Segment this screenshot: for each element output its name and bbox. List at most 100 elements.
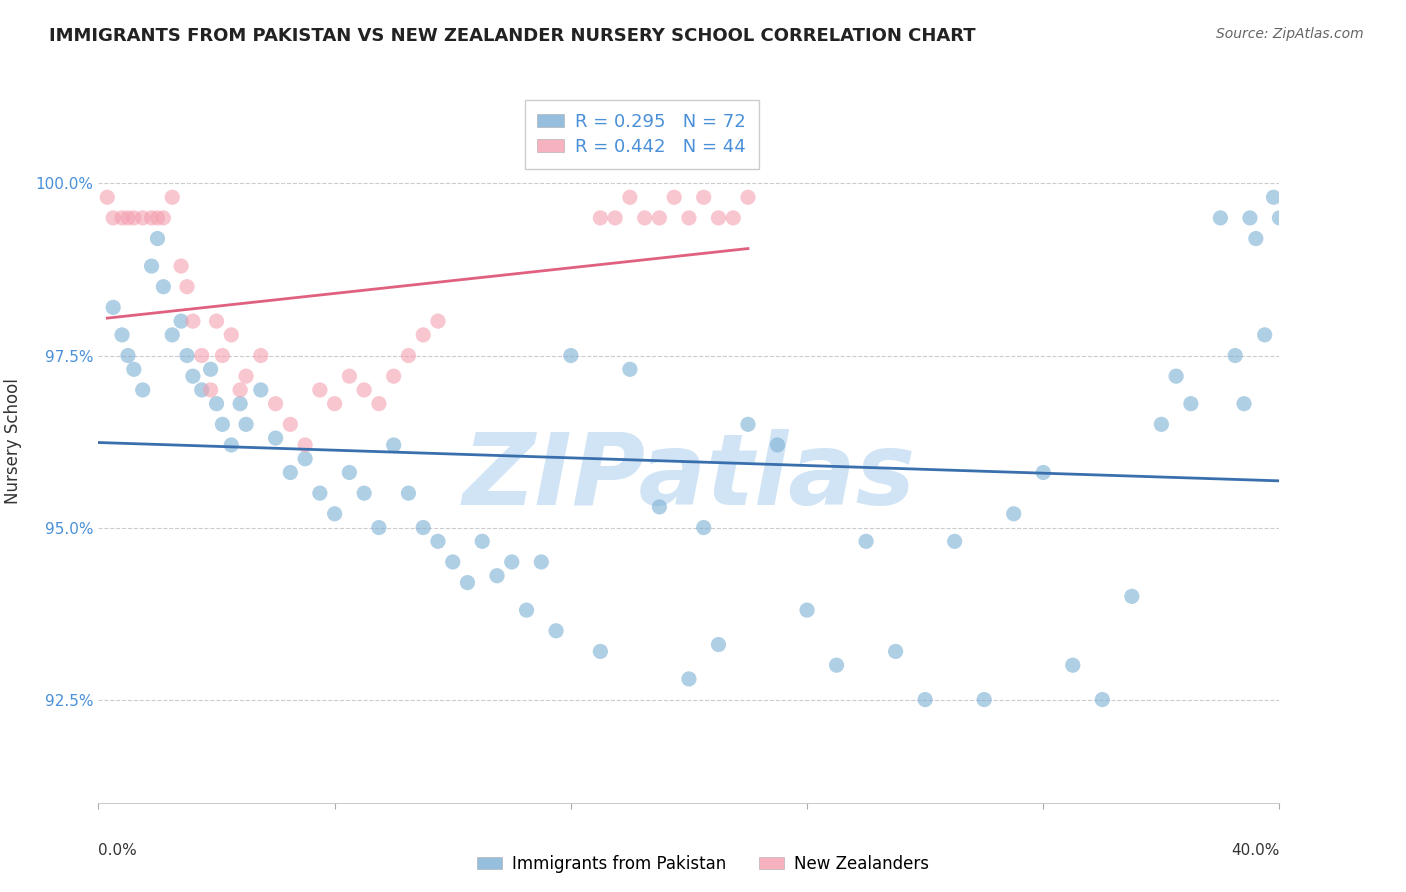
Point [111, 211, 134, 225]
Point [1180, 397, 1202, 411]
Point [486, 568, 509, 582]
Point [339, 466, 361, 480]
Point [1150, 417, 1173, 432]
Point [1209, 211, 1232, 225]
Point [589, 644, 612, 658]
Point [368, 520, 391, 534]
Text: ZIPatlas: ZIPatlas [463, 429, 915, 526]
Point [191, 383, 214, 397]
Point [229, 383, 252, 397]
Point [132, 383, 155, 397]
Point [678, 672, 700, 686]
Point [412, 520, 434, 534]
Point [250, 383, 273, 397]
Point [589, 211, 612, 225]
Point [191, 349, 214, 363]
Y-axis label: Nursery School: Nursery School [4, 378, 21, 505]
Point [855, 534, 877, 549]
Point [471, 534, 494, 549]
Text: IMMIGRANTS FROM PAKISTAN VS NEW ZEALANDER NURSERY SCHOOL CORRELATION CHART: IMMIGRANTS FROM PAKISTAN VS NEW ZEALANDE… [49, 27, 976, 45]
Point [619, 362, 641, 376]
Point [122, 211, 145, 225]
Point [229, 397, 252, 411]
Point [132, 211, 155, 225]
Point [398, 349, 420, 363]
Point [117, 211, 139, 225]
Text: 40.0%: 40.0% [1232, 843, 1279, 858]
Text: Source: ZipAtlas.com: Source: ZipAtlas.com [1216, 27, 1364, 41]
Point [884, 644, 907, 658]
Point [441, 555, 464, 569]
Point [250, 349, 273, 363]
Point [152, 211, 174, 225]
Point [707, 211, 730, 225]
Point [280, 466, 302, 480]
Point [737, 417, 759, 432]
Point [96, 190, 118, 204]
Point [914, 692, 936, 706]
Point [457, 575, 479, 590]
Point [427, 534, 450, 549]
Point [707, 638, 730, 652]
Point [501, 555, 523, 569]
Point [943, 534, 966, 549]
Point [152, 279, 174, 293]
Point [530, 555, 553, 569]
Point [235, 369, 257, 384]
Point [560, 349, 582, 363]
Point [516, 603, 538, 617]
Point [1002, 507, 1025, 521]
Point [211, 417, 233, 432]
Point [648, 211, 671, 225]
Point [693, 520, 716, 534]
Point [323, 507, 346, 521]
Point [723, 211, 745, 225]
Point [111, 327, 134, 342]
Point [368, 397, 391, 411]
Point [1091, 692, 1114, 706]
Point [1244, 231, 1267, 245]
Point [309, 383, 332, 397]
Point [294, 438, 316, 452]
Point [323, 397, 346, 411]
Point [235, 417, 257, 432]
Point [181, 314, 204, 328]
Point [141, 259, 163, 273]
Point [546, 624, 568, 638]
Point [170, 314, 193, 328]
Point [398, 486, 420, 500]
Point [693, 190, 716, 204]
Point [162, 327, 183, 342]
Point [1225, 349, 1247, 363]
Point [737, 190, 759, 204]
Point [796, 603, 818, 617]
Point [103, 211, 125, 225]
Point [176, 279, 198, 293]
Point [117, 349, 139, 363]
Point [634, 211, 657, 225]
Point [1032, 466, 1054, 480]
Point [382, 369, 405, 384]
Point [205, 397, 228, 411]
Point [181, 369, 204, 384]
Point [264, 397, 287, 411]
Point [1233, 397, 1256, 411]
Point [1268, 211, 1291, 225]
Point [103, 301, 125, 315]
Point [141, 211, 163, 225]
Point [200, 383, 222, 397]
Point [1254, 327, 1277, 342]
Point [122, 362, 145, 376]
Point [766, 438, 789, 452]
Point [353, 486, 375, 500]
Point [825, 658, 848, 673]
Point [412, 327, 434, 342]
Point [664, 190, 686, 204]
Point [221, 438, 243, 452]
Point [1263, 190, 1285, 204]
Point [309, 486, 332, 500]
Point [205, 314, 228, 328]
Point [170, 259, 193, 273]
Point [605, 211, 627, 225]
Point [1166, 369, 1188, 384]
